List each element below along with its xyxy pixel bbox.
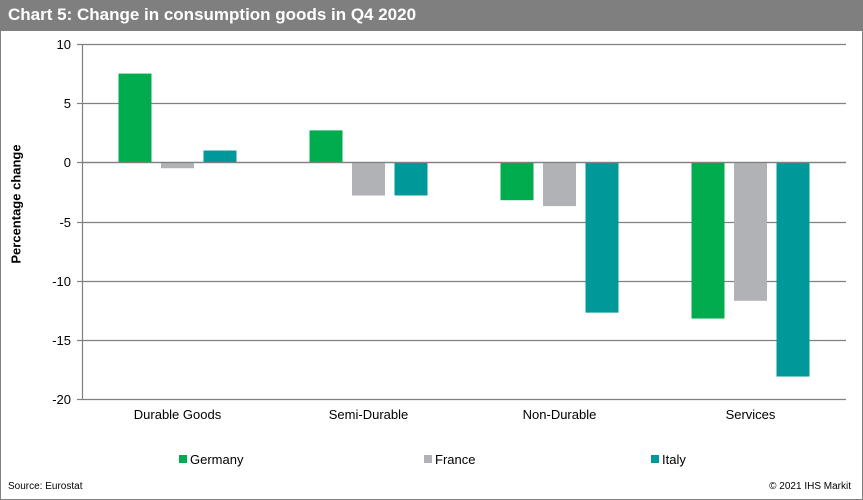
title-bar: Chart 5: Change in consumption goods in … xyxy=(0,0,863,31)
axes xyxy=(81,44,846,400)
bar-italy-services xyxy=(776,162,810,377)
y-tick-label: 5 xyxy=(64,96,71,111)
legend-label: Germany xyxy=(190,452,244,467)
legend-label: France xyxy=(435,452,476,467)
bar-france-non-durable xyxy=(543,162,576,207)
y-tick-label: -10 xyxy=(52,274,71,289)
x-tick-label: Semi-Durable xyxy=(329,407,408,422)
bars xyxy=(118,73,810,377)
bar-italy-durable-goods xyxy=(203,150,237,163)
x-tick-label: Services xyxy=(726,407,776,422)
legend-item-france: France xyxy=(424,452,475,467)
y-tick-label: -5 xyxy=(59,215,71,230)
legend-label: Italy xyxy=(662,452,686,467)
gridlines xyxy=(82,43,846,401)
y-axis-label: Percentage change xyxy=(8,144,24,264)
y-tick-label: -15 xyxy=(52,333,71,348)
bar-germany-semi-durable xyxy=(309,130,343,163)
bar-italy-non-durable xyxy=(585,162,619,313)
chart-title: Chart 5: Change in consumption goods in … xyxy=(8,5,417,24)
x-tick-label: Durable Goods xyxy=(134,407,222,422)
bar-germany-durable-goods xyxy=(118,73,152,163)
legend-swatch xyxy=(424,455,432,463)
legend-item-italy: Italy xyxy=(651,452,686,467)
y-tick-label: 10 xyxy=(57,37,71,52)
legend-swatch xyxy=(651,455,659,463)
bar-italy-semi-durable xyxy=(394,162,428,196)
copyright-note: © 2021 IHS Markit xyxy=(769,481,851,492)
bar-germany-non-durable xyxy=(500,162,534,201)
bar-germany-services xyxy=(691,162,725,319)
legend-swatch xyxy=(179,455,187,463)
x-axis-labels: Durable Goods Semi-Durable Non-Durable Serv… xyxy=(134,407,776,422)
source-note: Source: Eurostat xyxy=(8,481,83,492)
bar-france-services xyxy=(734,162,767,301)
y-axis-ticks: 10 5 0 -5 -10 -15 -20 xyxy=(52,37,82,407)
x-tick-label: Non-Durable xyxy=(523,407,597,422)
bar-france-semi-durable xyxy=(352,162,385,196)
y-tick-label: -20 xyxy=(52,392,71,407)
bar-france-durable-goods xyxy=(161,162,194,169)
legend-item-germany: Germany xyxy=(179,452,243,467)
y-tick-label: 0 xyxy=(64,155,71,170)
